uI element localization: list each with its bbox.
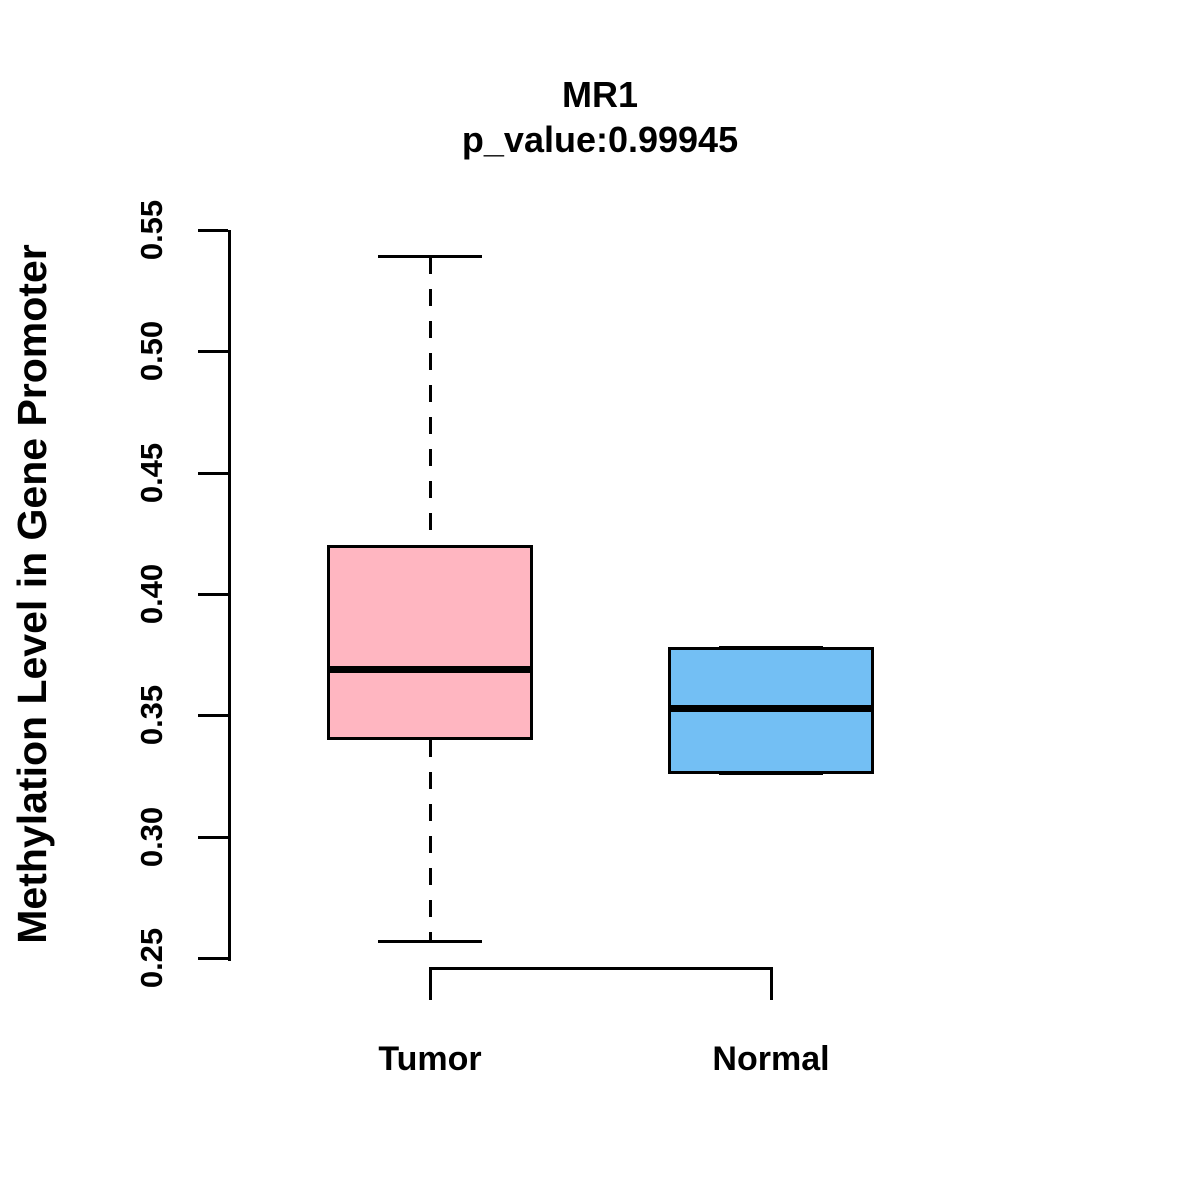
y-axis-tick	[198, 957, 228, 960]
y-tick-label: 0.35	[134, 685, 169, 746]
y-axis-tick	[198, 835, 228, 839]
comparison-bracket-right-drop	[769, 967, 773, 1000]
box-tumor	[327, 545, 533, 740]
median-line-normal	[668, 704, 874, 712]
y-tick-label: 0.25	[134, 927, 169, 989]
y-axis-tick	[198, 350, 228, 354]
y-tick-label: 0.30	[134, 806, 169, 867]
chart-subtitle-pvalue: p_value:0.99945	[461, 119, 739, 160]
y-axis-tick	[198, 714, 228, 718]
y-tick-label: 0.40	[134, 563, 169, 625]
lower-whisker	[428, 739, 432, 941]
x-axis-label-normal: Normal	[712, 1040, 830, 1078]
median-line-tumor	[327, 665, 533, 673]
comparison-bracket-left-drop	[428, 967, 432, 1000]
x-axis-label-tumor: Tumor	[378, 1040, 482, 1078]
y-axis-title: Methylation Level in Gene Promoter	[9, 244, 55, 944]
comparison-bracket-horizontal	[428, 967, 773, 970]
y-tick-label: 0.50	[134, 321, 169, 382]
y-tick-label: 0.45	[134, 442, 169, 503]
y-axis-tick	[198, 229, 228, 232]
y-axis-line	[228, 230, 231, 961]
upper-whisker	[428, 256, 432, 546]
lower-whisker-cap	[378, 939, 482, 943]
y-tick-label: 0.55	[134, 199, 169, 261]
upper-whisker-cap	[378, 255, 482, 259]
lower-whisker-cap	[719, 772, 823, 776]
chart-title-block: MR1 p_value:0.99945	[0, 72, 1200, 162]
y-axis-tick	[198, 593, 228, 596]
y-axis-tick	[198, 471, 228, 475]
chart-title: MR1	[561, 74, 638, 115]
